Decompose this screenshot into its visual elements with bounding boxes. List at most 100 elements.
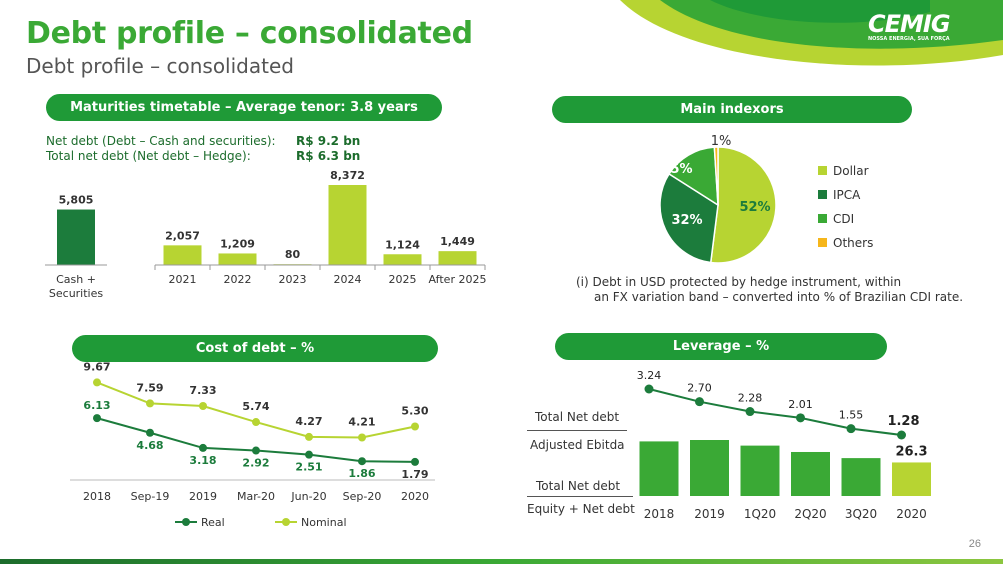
maturity-bar [383,254,422,265]
leverage-bar [690,440,729,496]
cost-data-label: 5.74 [242,400,269,413]
cost-legend-label: Real [201,516,225,529]
cost-data-point [358,433,366,442]
leverage-line [648,388,902,436]
leverage-line-point [745,407,755,417]
leverage-bar-label: 43.9 [697,425,722,438]
cost-category-label: Jun-20 [290,490,326,503]
maturity-bar [163,245,202,265]
cost-category-label: 2018 [83,490,111,503]
leverage-line-point [644,384,654,394]
pie-slice-label: 32% [671,213,702,228]
leverage-label-equity-net-debt: Equity + Net debt [527,502,635,516]
leverage-chart: 42.8 2018 43.9 2019 39.5 1Q20 34.5 2Q20 29.7 3Q20… [637,369,931,521]
total-net-debt-value: R$ 6.3 bn [296,149,361,163]
leverage-category-label: 2020 [896,507,927,521]
leverage-fraction-line-2 [527,496,633,497]
cost-data-label: 5.30 [401,405,428,418]
maturity-category-label: 2022 [224,273,252,286]
total-net-debt-label: Total net debt (Net debt – Hedge): [46,149,251,163]
maturity-value-label: 1,209 [220,237,255,250]
maturity-category-label: 2024 [334,273,362,286]
pie-legend-swatch [818,214,827,223]
pie-legend-label: Others [833,236,873,250]
maturity-value-label: 2,057 [165,229,200,242]
cost-data-label: 7.59 [136,381,163,394]
cost-data-label: 1.79 [401,468,428,481]
cost-data-label: 9.67 [83,362,110,373]
pie-legend-swatch [818,190,827,199]
maturity-bar [57,209,95,265]
cost-data-point [199,402,207,411]
cemig-logo: CEMIG NOSSA ENERGIA, SUA FORÇA [868,10,968,42]
leverage-line-point [897,430,906,440]
indexors-footnote-line2: an FX variation band – converted into % … [594,290,964,304]
pie-slice-label: 52% [739,200,770,215]
cost-data-point [411,457,419,466]
cost-heading: Cost of debt – % [72,335,438,362]
cost-legend-marker [282,518,290,526]
cost-data-point [252,418,260,427]
cost-data-label: 2.51 [295,461,322,474]
cost-data-point [93,378,101,387]
maturity-bar [438,251,477,265]
leverage-label-adjusted-ebitda: Adjusted Ebitda [530,438,625,452]
net-debt-label: Net debt (Debt – Cash and securities): [46,134,276,148]
pie-legend-label: IPCA [833,188,861,202]
pie-legend-label: CDI [833,212,854,226]
indexors-chart: 52% 32% 15% 1% Dollar IPCA CDI Others [659,134,873,264]
pie-slice [667,146,719,207]
maturity-category-label: After 2025 [429,273,487,286]
cost-category-label: 2020 [401,490,429,503]
leverage-bar-label: 34.5 [798,437,823,450]
page-subtitle: Debt profile – consolidated [26,54,294,78]
cost-data-label: 7.33 [189,384,216,397]
cost-data-label: 4.68 [136,439,163,452]
pie-slice [709,146,777,264]
cost-data-point [411,422,419,431]
maturity-category-label: 2025 [389,273,417,286]
leverage-bar [639,441,679,496]
cost-data-label: 3.18 [189,454,216,467]
pie-slice-label: 1% [711,134,732,149]
cost-data-label: 2.92 [242,457,269,470]
maturity-category-label: Cash + [56,273,96,286]
indexors-footnote-line1: (i) Debt in USD protected by hedge instr… [576,275,902,289]
maturities-heading: Maturities timetable – Average tenor: 3.… [46,94,442,121]
maturity-category-label: 2023 [279,273,307,286]
leverage-heading: Leverage – % [555,333,887,360]
cost-data-point [199,443,207,452]
header-swoosh [620,0,1003,66]
pie-legend-swatch [818,238,827,247]
leverage-bar-label: 42.8 [647,426,672,439]
cost-data-point [305,432,313,441]
leverage-category-label: 2019 [694,507,725,521]
cost-legend-marker [182,518,190,526]
cost-data-label: 4.27 [295,415,322,428]
page-title: Debt profile – consolidated [26,16,473,51]
pie-legend-swatch [818,166,827,175]
leverage-category-label: 2018 [644,507,675,521]
maturity-value-label: 1,124 [385,238,420,251]
indexors-heading: Main indexors [552,96,912,123]
leverage-line-point [695,397,704,407]
maturities-chart: 5,805 Cash +Securities 2,057 2021 1,209 2022 8… [45,169,487,300]
page-number: 26 [968,538,981,550]
pie-slice-label: 15% [661,162,692,177]
net-debt-value: R$ 9.2 bn [296,134,361,148]
logo-tagline: NOSSA ENERGIA, SUA FORÇA [868,36,950,42]
leverage-line-point [846,424,856,434]
leverage-line-point [796,413,805,423]
logo-text: CEMIG [868,10,951,38]
maturity-value-label: 1,449 [440,235,475,248]
cost-data-label: 4.21 [348,416,375,429]
pie-slice [713,146,719,206]
leverage-bar [841,458,881,496]
cost-data-point [252,446,260,455]
cost-legend-label: Nominal [301,516,347,529]
leverage-label-total-net-debt-2: Total Net debt [536,479,621,493]
cost-data-label: 6.13 [83,399,110,412]
leverage-bar [892,462,931,496]
leverage-category-label: 2Q20 [794,507,826,521]
maturity-category-label: Securities [49,287,103,300]
